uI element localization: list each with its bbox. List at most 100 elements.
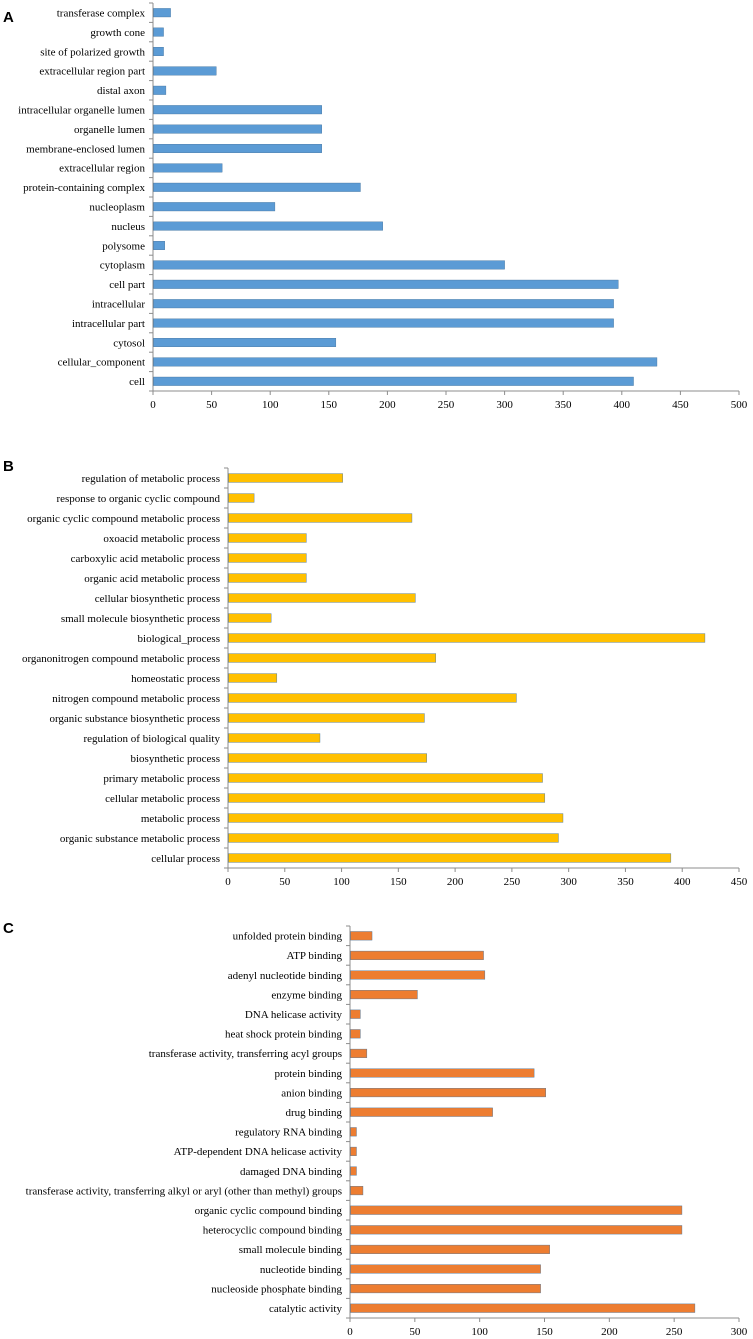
x-tick-label: 200 <box>447 876 464 888</box>
category-label: extracellular region <box>59 163 145 175</box>
bar <box>350 931 373 941</box>
bar <box>228 693 517 703</box>
category-label: organic substance biosynthetic process <box>49 713 220 725</box>
category-label: membrane-enclosed lumen <box>26 143 145 155</box>
x-tick-label: 400 <box>674 876 691 888</box>
bar <box>350 1107 493 1117</box>
category-label: oxoacid metabolic process <box>103 533 220 545</box>
panel-letter: A <box>3 9 14 26</box>
bar <box>153 241 165 250</box>
category-label: cellular_component <box>58 357 145 369</box>
bar <box>350 990 418 1000</box>
category-label: enzyme binding <box>271 989 342 1001</box>
bar <box>350 1264 541 1274</box>
category-label: transferase activity, transferring alkyl… <box>26 1185 342 1197</box>
category-label: ATP-dependent DNA helicase activity <box>174 1146 343 1158</box>
x-tick-label: 0 <box>347 1326 353 1338</box>
category-label: protein-containing complex <box>23 182 145 194</box>
category-label: response to organic cyclic compound <box>56 493 220 505</box>
x-tick-label: 450 <box>731 876 748 888</box>
category-label: nitrogen compound metabolic process <box>52 693 220 705</box>
category-label: extracellular region part <box>39 66 145 78</box>
category-label: carboxylic acid metabolic process <box>71 553 220 565</box>
category-label: nucleoside phosphate binding <box>211 1283 342 1295</box>
category-label: organelle lumen <box>74 124 145 136</box>
category-label: growth cone <box>90 27 145 39</box>
category-label: organonitrogen compound metabolic proces… <box>22 653 220 665</box>
panel-a-cellular-component-chart: A 0 50 100 150 200 250 300 350 400 450 500 transfera… <box>3 2 748 411</box>
bar <box>228 473 343 483</box>
bar <box>228 813 564 823</box>
bar <box>228 533 307 543</box>
bar <box>153 8 171 18</box>
category-label: biological_process <box>138 633 220 645</box>
bar <box>350 1225 683 1235</box>
x-tick-label: 450 <box>672 399 689 411</box>
category-label: organic cyclic compound metabolic proces… <box>27 513 220 525</box>
bar <box>350 1244 550 1254</box>
bar <box>228 733 321 743</box>
bar <box>153 47 164 56</box>
category-label: nucleotide binding <box>260 1264 343 1276</box>
bar <box>350 1009 361 1019</box>
x-tick-label: 250 <box>438 399 455 411</box>
bar <box>350 1048 368 1058</box>
category-label: cell part <box>109 279 145 291</box>
bar <box>153 221 383 231</box>
bar <box>153 260 505 270</box>
x-tick-label: 150 <box>536 1326 553 1338</box>
x-tick-label: 150 <box>390 876 407 888</box>
category-label: cellular metabolic process <box>105 793 220 805</box>
bar <box>153 279 619 289</box>
category-label: anion binding <box>281 1087 342 1099</box>
bar <box>228 773 543 783</box>
panel-c-molecular-function-chart: C 0 50 100 150 200 250 300 unfolded protein bind… <box>3 920 748 1338</box>
category-label: small molecule biosynthetic process <box>61 613 220 625</box>
bar <box>350 970 486 980</box>
bar <box>228 613 272 623</box>
category-label: drug binding <box>285 1107 342 1119</box>
x-tick-label: 0 <box>225 876 231 888</box>
bar <box>228 853 672 863</box>
category-label: intracellular <box>92 299 145 311</box>
x-tick-label: 50 <box>279 876 291 888</box>
category-label: regulation of metabolic process <box>82 473 220 485</box>
x-tick-label: 250 <box>666 1326 683 1338</box>
category-label: heterocyclic compound binding <box>203 1225 343 1237</box>
category-label: cell <box>129 376 145 388</box>
bar <box>153 357 658 367</box>
bar <box>153 338 337 347</box>
x-tick-label: 150 <box>321 399 338 411</box>
x-tick-label: 500 <box>731 399 748 411</box>
bar <box>228 793 546 803</box>
bar <box>350 1166 357 1176</box>
x-tick-label: 350 <box>555 399 572 411</box>
category-label: protein binding <box>274 1068 342 1080</box>
x-tick-label: 100 <box>262 399 279 411</box>
bar <box>153 85 167 95</box>
x-tick-label: 300 <box>496 399 513 411</box>
category-label: regulatory RNA binding <box>235 1127 342 1139</box>
x-tick-label: 300 <box>731 1326 748 1338</box>
x-tick-label: 200 <box>601 1326 618 1338</box>
category-label: cellular biosynthetic process <box>95 593 220 605</box>
category-label: organic substance metabolic process <box>60 833 220 845</box>
bar <box>153 376 634 386</box>
bar <box>350 1284 541 1294</box>
category-label: unfolded protein binding <box>233 931 343 943</box>
category-label: homeostatic process <box>131 673 220 685</box>
bar <box>228 713 425 723</box>
category-label: polysome <box>102 240 145 252</box>
x-tick-label: 250 <box>504 876 521 888</box>
category-label: intracellular organelle lumen <box>18 105 145 117</box>
bar <box>350 1127 357 1137</box>
category-label: cellular process <box>151 853 220 865</box>
bar <box>153 66 217 76</box>
bar <box>350 1205 683 1215</box>
x-tick-label: 350 <box>617 876 634 888</box>
panel-letter: B <box>3 458 14 475</box>
bar <box>228 673 278 683</box>
x-tick-label: 50 <box>206 399 218 411</box>
x-tick-label: 300 <box>560 876 577 888</box>
category-label: adenyl nucleotide binding <box>228 970 343 982</box>
